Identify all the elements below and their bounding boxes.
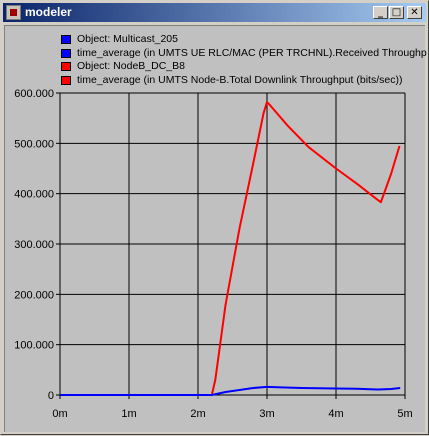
legend-item: time_average (in UMTS UE RLC/MAC (PER TR… — [61, 47, 427, 61]
y-tick-label: 400.000 — [14, 189, 54, 201]
legend-label: time_average (in UMTS UE RLC/MAC (PER TR… — [77, 46, 427, 59]
x-tick-label: 3m — [259, 408, 274, 420]
series-lines — [60, 101, 401, 396]
grid-lines — [60, 92, 406, 395]
minimize-button[interactable]: _ — [373, 6, 388, 19]
y-tick-label: 0 — [48, 390, 54, 402]
maximize-button[interactable]: □ — [389, 6, 404, 19]
axes — [56, 92, 406, 399]
x-tick-label: 4m — [328, 408, 343, 420]
series-line-0 — [94, 101, 401, 396]
y-tick-label: 500.000 — [14, 138, 54, 150]
close-button[interactable]: ✕ — [407, 6, 422, 19]
legend-item: Object: Multicast_205 — [61, 33, 427, 47]
title-bar[interactable]: modeler _ □ ✕ — [3, 3, 426, 22]
legend-swatch-2 — [61, 62, 71, 72]
x-tick-label: 0m — [52, 408, 67, 420]
y-tick-label: 200.000 — [14, 289, 54, 301]
legend-item: Object: NodeB_DC_B8 — [61, 60, 427, 74]
legend-item: time_average (in UMTS Node-B.Total Downl… — [61, 74, 427, 88]
legend-swatch-3 — [61, 76, 71, 86]
legend-label: Object: Multicast_205 — [77, 33, 178, 45]
legend-label: time_average (in UMTS Node-B.Total Downl… — [77, 74, 403, 87]
window-title: modeler — [25, 5, 72, 19]
x-tick-label: 1m — [121, 408, 136, 420]
y-tick-label: 600.000 — [14, 88, 54, 100]
tick-labels: 0 100.000 200.000 300.000 400.000 500.000 600.… — [14, 88, 412, 420]
x-tick-label: 5m — [397, 408, 412, 420]
x-tick-label: 2m — [190, 408, 205, 420]
legend-swatch-1 — [61, 48, 71, 58]
app-icon[interactable] — [6, 5, 21, 20]
y-tick-label: 300.000 — [14, 239, 54, 251]
series-line-1 — [60, 385, 401, 396]
legend: Object: Multicast_205 time_average (in U… — [61, 33, 427, 88]
legend-label: Object: NodeB_DC_B8 — [77, 60, 185, 73]
y-tick-label: 100.000 — [14, 340, 54, 352]
legend-swatch-0 — [61, 35, 71, 44]
